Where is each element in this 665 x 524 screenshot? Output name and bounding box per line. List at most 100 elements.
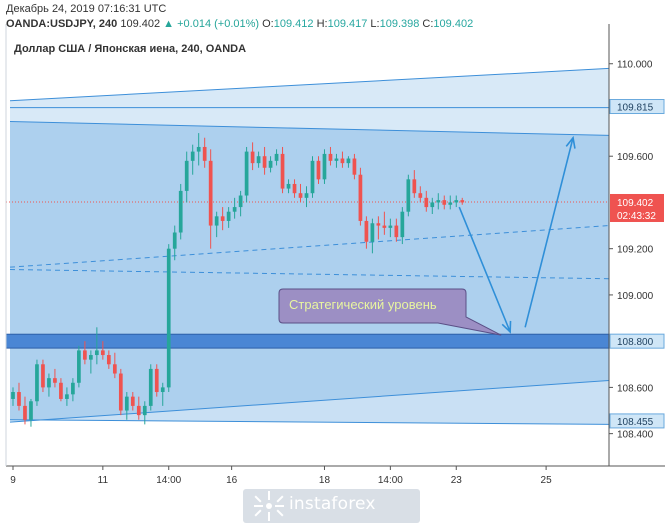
candle[interactable] [448, 195, 453, 210]
candle[interactable] [124, 392, 129, 420]
candle[interactable] [83, 341, 87, 365]
candle[interactable] [166, 244, 171, 393]
channel-line-5[interactable] [9, 419, 610, 425]
candle[interactable] [214, 211, 219, 238]
candle[interactable] [280, 146, 285, 194]
candle[interactable] [268, 156, 273, 173]
candle[interactable] [376, 216, 381, 240]
candle[interactable] [77, 345, 81, 388]
candle[interactable] [316, 156, 321, 184]
candle[interactable] [322, 149, 327, 184]
outer-channel-fill [10, 68, 609, 423]
candle[interactable] [17, 382, 21, 411]
candle[interactable] [304, 186, 309, 208]
candle[interactable] [29, 398, 33, 427]
candle[interactable] [136, 396, 141, 420]
candle[interactable] [382, 211, 387, 235]
candle[interactable] [430, 197, 435, 215]
candle[interactable] [418, 186, 423, 203]
candle[interactable] [394, 218, 399, 242]
channel-line-3[interactable] [9, 121, 610, 136]
level-price-tag[interactable]: 108.800 [609, 333, 665, 349]
candle[interactable] [226, 207, 231, 228]
candle[interactable] [112, 352, 117, 379]
candle[interactable] [274, 149, 279, 166]
channel-line-6[interactable] [9, 225, 610, 268]
candle[interactable] [232, 197, 237, 219]
candle[interactable] [250, 142, 255, 171]
candle[interactable] [364, 216, 369, 249]
candle[interactable] [244, 146, 249, 203]
price-change: +0.014 (+0.01%) [177, 18, 260, 30]
candle[interactable] [41, 359, 45, 393]
candle[interactable] [442, 195, 447, 210]
candle[interactable] [59, 378, 63, 402]
candle[interactable] [256, 151, 261, 168]
candle-body [220, 216, 225, 221]
channel-line-7[interactable] [9, 268, 610, 280]
candle[interactable] [94, 327, 99, 365]
candle[interactable] [424, 190, 429, 212]
candle[interactable] [160, 382, 165, 406]
candle[interactable] [292, 179, 297, 198]
candle-body [262, 156, 267, 168]
candle[interactable] [47, 373, 51, 397]
candle[interactable] [53, 368, 57, 388]
candle[interactable] [190, 144, 195, 175]
candle[interactable] [196, 133, 201, 166]
channel-line-4[interactable] [9, 379, 610, 423]
candle[interactable] [184, 151, 189, 203]
candle[interactable] [178, 183, 183, 240]
candle[interactable] [412, 170, 417, 198]
annotation-callout[interactable] [278, 288, 502, 336]
annotation-label: Стратегический уровень [289, 297, 437, 312]
candle-body [394, 225, 399, 238]
candle[interactable] [310, 156, 315, 198]
candle[interactable] [220, 207, 225, 231]
forecast-arrow-2[interactable] [524, 135, 576, 328]
candle[interactable] [154, 364, 159, 397]
candle[interactable] [436, 193, 441, 210]
candle[interactable] [400, 207, 405, 245]
candle[interactable] [71, 378, 75, 402]
candle-body [238, 195, 243, 208]
candle[interactable] [208, 149, 213, 249]
current-price-tag[interactable]: 109.402 02:43:32 [610, 193, 664, 222]
candle[interactable] [202, 137, 207, 168]
candle[interactable] [262, 146, 267, 175]
candle[interactable] [11, 387, 15, 406]
candle[interactable] [118, 368, 123, 416]
candle[interactable] [65, 387, 69, 406]
candle[interactable] [334, 153, 339, 168]
candle[interactable] [238, 190, 243, 217]
channel-line-1[interactable] [9, 67, 610, 102]
candle-body [65, 394, 69, 399]
candle[interactable] [142, 401, 147, 425]
candle[interactable] [388, 218, 393, 238]
candle[interactable] [352, 153, 357, 180]
candle[interactable] [130, 392, 135, 411]
candle[interactable] [346, 156, 351, 168]
candle[interactable] [89, 350, 93, 374]
candle[interactable] [358, 167, 363, 226]
candle[interactable] [100, 341, 105, 360]
candle[interactable] [406, 174, 411, 217]
candle[interactable] [370, 218, 375, 254]
candle[interactable] [460, 197, 465, 205]
candle[interactable] [148, 364, 153, 411]
candle[interactable] [23, 396, 27, 425]
level-price-tag[interactable]: 108.455 [609, 413, 665, 429]
candle[interactable] [286, 179, 291, 194]
candle[interactable] [172, 225, 177, 261]
candle[interactable] [106, 350, 111, 369]
candle[interactable] [35, 359, 39, 406]
candle-body [358, 174, 363, 221]
candle[interactable] [454, 195, 459, 208]
candle[interactable] [340, 151, 345, 168]
level-price-tag[interactable]: 109.815 [609, 99, 665, 115]
candle[interactable] [298, 183, 303, 203]
candle-body [124, 396, 129, 411]
candle[interactable] [328, 146, 333, 166]
forecast-arrow-1[interactable] [458, 206, 512, 334]
